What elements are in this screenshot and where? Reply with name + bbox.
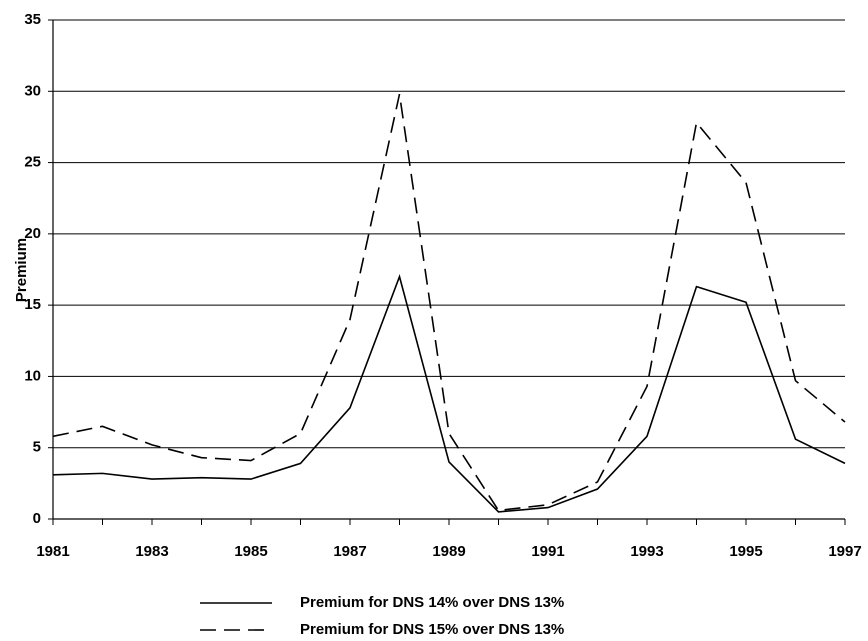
legend-label: Premium for DNS 15% over DNS 13%	[300, 621, 564, 638]
series-line	[52, 274, 846, 513]
x-tick-label: 1983	[135, 543, 168, 560]
y-tick-label: 5	[33, 439, 41, 456]
y-axis-label: Premium	[13, 238, 30, 302]
x-tick-label: 1995	[729, 543, 762, 560]
y-tick-label: 20	[24, 225, 41, 242]
y-tick-label: 30	[24, 82, 41, 99]
y-tick-label: 10	[24, 367, 41, 384]
x-tick-label: 1989	[432, 543, 465, 560]
x-tick-label: 1997	[828, 543, 861, 560]
y-tick-label: 25	[24, 154, 41, 171]
y-tick-label: 35	[24, 11, 41, 28]
x-tick-label: 1985	[234, 543, 267, 560]
x-tick-label: 1991	[531, 543, 564, 560]
x-tick-label: 1987	[333, 543, 366, 560]
y-tick-label: 15	[24, 296, 41, 313]
legend-label: Premium for DNS 14% over DNS 13%	[300, 594, 564, 611]
y-tick-label: 0	[33, 510, 41, 527]
x-tick-label: 1993	[630, 543, 663, 560]
x-tick-label: 1981	[36, 543, 69, 560]
